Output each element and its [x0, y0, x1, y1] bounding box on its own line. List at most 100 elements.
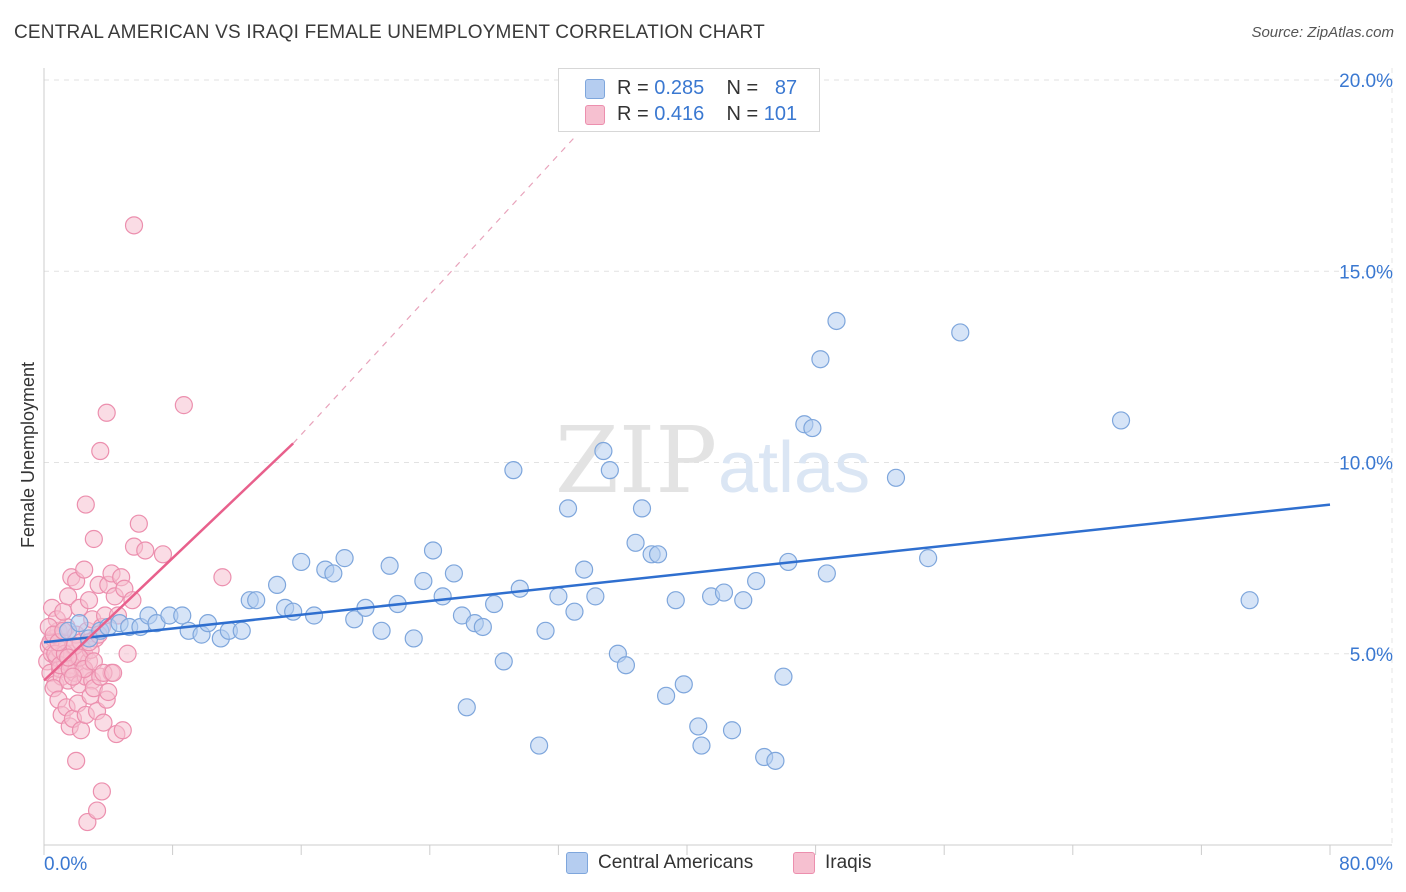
data-point-iraqi	[63, 667, 83, 686]
data-point-iraqi	[213, 568, 232, 587]
data-point-iraqi	[87, 801, 107, 820]
iraqi-swatch	[793, 852, 815, 874]
central-legend-label: Central Americans	[598, 852, 754, 873]
watermark-zip: ZIP	[555, 407, 717, 514]
data-point-central	[575, 560, 594, 579]
iraqi-n-value: 101	[763, 103, 798, 125]
trend-line-iraqi-extension	[292, 136, 575, 444]
data-point-iraqi	[84, 529, 103, 549]
data-point-iraqi	[104, 663, 123, 682]
data-point-central	[173, 606, 192, 625]
data-point-central	[457, 698, 476, 717]
data-point-central	[626, 533, 645, 552]
data-point-central	[504, 461, 523, 480]
y-tick-label: 10.0%	[1339, 454, 1393, 475]
data-point-iraqi	[153, 545, 173, 564]
data-point-central	[648, 545, 668, 564]
data-point-central	[817, 564, 836, 583]
data-point-central	[284, 602, 303, 621]
data-point-central	[292, 552, 311, 572]
data-point-central	[232, 621, 251, 640]
data-point-central	[803, 418, 822, 438]
data-point-central	[747, 571, 766, 591]
data-point-central	[565, 602, 584, 621]
data-point-central	[722, 721, 742, 740]
data-point-central	[549, 587, 568, 606]
trend-line-iraqi	[43, 442, 295, 682]
data-point-iraqi	[76, 495, 95, 514]
legend-r-label: R =	[617, 103, 649, 125]
data-point-central	[345, 610, 364, 629]
watermark-atlas: atlas	[718, 428, 870, 508]
data-point-central	[380, 556, 399, 575]
data-point-central	[414, 571, 433, 591]
data-point-central	[304, 606, 324, 625]
central-r-value: 0.285	[654, 77, 705, 99]
data-point-central	[886, 468, 906, 487]
data-point-iraqi	[75, 560, 94, 579]
chart-title: CENTRAL AMERICAN VS IRAQI FEMALE UNEMPLO…	[14, 22, 765, 43]
stats-legend: R = 0.285 N = 87 R = 0.416 N = 101	[558, 68, 820, 132]
iraqi-swatch	[585, 105, 605, 125]
data-point-iraqi	[67, 751, 86, 770]
data-point-iraqi	[99, 682, 118, 702]
data-point-iraqi	[79, 591, 99, 610]
data-point-iraqi	[136, 541, 155, 560]
iraqi-legend-label: Iraqis	[825, 852, 872, 873]
data-point-central	[324, 564, 343, 583]
data-point-central	[919, 549, 938, 568]
data-point-central	[70, 614, 89, 633]
data-point-central	[674, 675, 693, 694]
y-tick-label: 15.0%	[1339, 262, 1393, 283]
data-point-iraqi	[97, 403, 116, 422]
data-point-central	[600, 461, 619, 480]
data-point-central	[774, 667, 793, 686]
data-point-central	[536, 621, 555, 640]
data-point-central	[444, 564, 464, 583]
data-point-central	[632, 499, 652, 518]
y-axis-title: Female Unemployment	[18, 362, 38, 548]
x-tick-label-min: 0.0%	[44, 854, 87, 875]
y-tick-label: 20.0%	[1339, 71, 1393, 92]
data-point-iraqi	[174, 396, 193, 415]
data-point-central	[558, 499, 578, 518]
data-point-central	[372, 621, 391, 640]
data-point-iraqi	[124, 216, 144, 235]
data-point-central	[473, 617, 492, 637]
data-point-central	[657, 686, 676, 705]
data-point-central	[811, 350, 830, 369]
data-point-iraqi	[118, 644, 137, 663]
data-point-central	[1240, 591, 1259, 610]
data-point-iraqi	[94, 713, 113, 732]
legend-n-label: N =	[726, 77, 759, 99]
data-point-central	[247, 591, 266, 610]
axes	[43, 68, 1392, 855]
data-point-central	[586, 587, 605, 606]
trend-lines	[43, 136, 1331, 682]
data-point-central	[433, 587, 452, 606]
data-point-central	[494, 652, 513, 671]
data-point-central	[666, 591, 685, 610]
watermark: ZIP atlas	[555, 407, 870, 514]
data-point-central	[404, 629, 423, 648]
data-point-central	[267, 575, 287, 595]
data-point-iraqi	[92, 782, 111, 801]
data-point-iraqi	[59, 587, 78, 606]
data-point-central	[485, 594, 504, 614]
data-point-central	[689, 717, 708, 736]
trend-line-central	[43, 503, 1331, 644]
data-point-central	[594, 441, 613, 461]
data-point-central	[734, 591, 753, 610]
legend-n-label: N =	[726, 103, 759, 125]
data-point-iraqi	[91, 441, 110, 461]
data-point-central	[692, 736, 711, 755]
data-point-central	[530, 736, 549, 755]
data-point-central	[616, 656, 636, 675]
central-n-value: 87	[774, 77, 798, 99]
data-point-central	[827, 311, 846, 331]
data-point-iraqi	[71, 721, 91, 740]
iraqi-r-value: 0.416	[654, 103, 705, 125]
series-central-americans	[59, 311, 1259, 770]
x-tick-label-max: 80.0%	[1339, 854, 1393, 875]
